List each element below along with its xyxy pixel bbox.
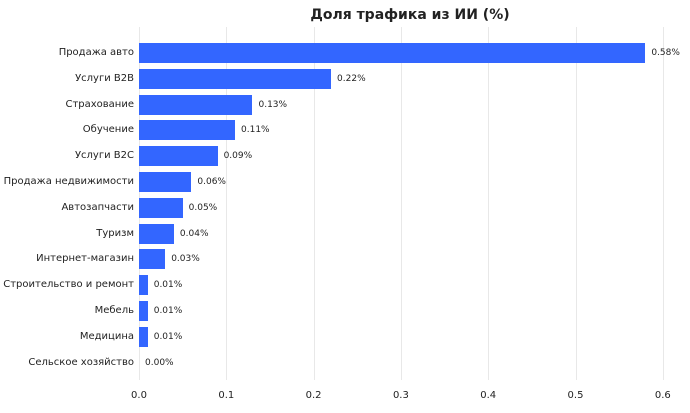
gridline [313,27,315,380]
gridline [488,27,490,380]
bar [139,301,148,321]
bar-value-label: 0.01% [153,306,183,316]
x-tick-label: 0.5 [567,390,584,401]
x-tick-label: 0.3 [392,390,409,401]
gridline [662,27,664,380]
bar [139,43,646,63]
bar [139,326,148,347]
bar [139,172,192,192]
bar-value-label: 0.03% [171,254,200,265]
bar-value-label: 0.05% [188,202,218,213]
chart-title: Доля трафика из ИИ (%) [310,7,510,23]
category-label: Автозапчасти [61,201,134,213]
bar [139,146,218,167]
category-label: Интернет-магазин [36,253,134,265]
bar [139,197,183,218]
bar-value-label: 0.22% [337,73,366,84]
bar-value-label: 0.00% [145,357,174,368]
gridline [575,27,577,380]
category-label: Туризм [96,227,134,239]
category-label: Услуги B2B [75,72,134,84]
bar [139,223,174,244]
category-label: Продажа недвижимости [3,176,134,187]
category-label: Страхование [65,98,134,110]
category-label: Сельское хозяйство [28,356,134,368]
bar [139,120,236,141]
bar-value-label: 0.01% [153,331,183,342]
x-tick-label: 0.4 [480,390,497,401]
x-tick-label: 0.6 [654,390,671,401]
bar-value-label: 0.06% [197,177,226,187]
gridline [226,27,228,380]
gridline [400,27,402,380]
bar-value-label: 0.58% [651,48,680,58]
category-label: Услуги B2C [74,150,134,162]
x-tick-label: 0.1 [218,390,235,401]
bar-value-label: 0.11% [241,125,270,136]
category-label: Продажа авто [58,47,134,58]
category-label: Обучение [82,124,134,136]
bar-value-label: 0.13% [258,99,288,110]
category-label: Мебель [94,305,134,316]
bar [139,94,253,115]
bar [139,275,148,296]
bar-value-label: 0.09% [223,151,253,162]
bar [139,68,332,89]
x-tick-label: 0.0 [131,390,147,401]
bar-value-label: 0.01% [153,280,183,291]
plot-area: 0.58% 0.22% 0.13% 0.11% 0.09% 0.06% 0.05% 0.04%… [139,27,680,380]
category-label: Медицина [79,330,134,342]
category-label: Строительство и ремонт [3,279,134,291]
x-tick-label: 0.2 [305,390,322,401]
bar-value-label: 0.04% [179,228,209,239]
bar [139,249,166,270]
